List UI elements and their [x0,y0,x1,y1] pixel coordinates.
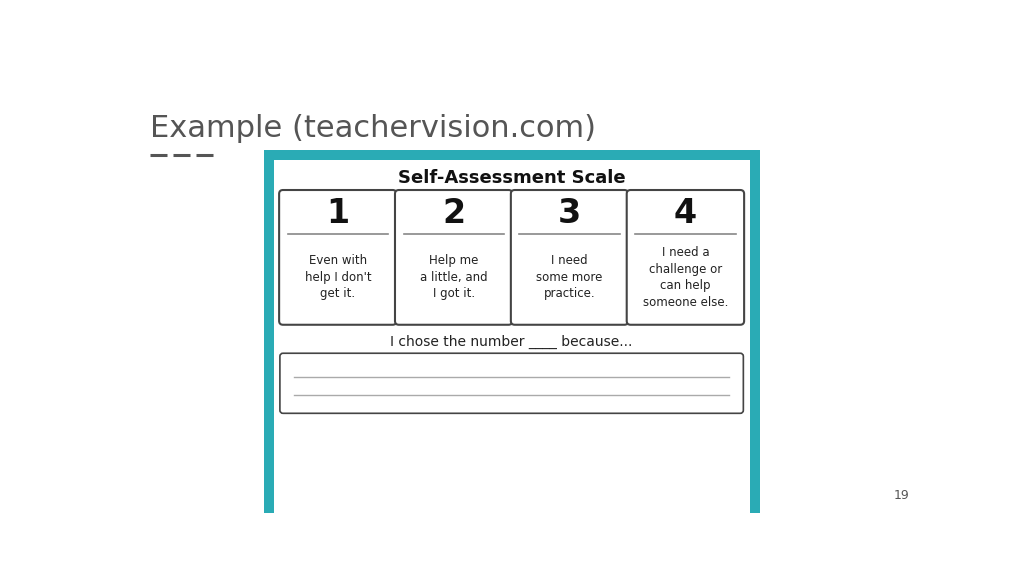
Bar [263,150,760,527]
FancyBboxPatch shape [511,190,629,325]
Text: 3: 3 [558,198,582,230]
Text: I need
some more
practice.: I need some more practice. [537,255,603,301]
FancyBboxPatch shape [280,353,743,414]
Text: 1: 1 [327,198,349,230]
Text: 19: 19 [894,489,909,502]
Text: 2: 2 [442,198,465,230]
FancyBboxPatch shape [395,190,512,325]
FancyBboxPatch shape [280,190,396,325]
Text: Example (teachervision.com): Example (teachervision.com) [150,114,596,143]
FancyBboxPatch shape [627,190,744,325]
Text: 4: 4 [674,198,697,230]
Text: Help me
a little, and
I got it.: Help me a little, and I got it. [420,255,487,301]
Text: Even with
help I don't
get it.: Even with help I don't get it. [304,255,371,301]
Text: I need a
challenge or
can help
someone else.: I need a challenge or can help someone e… [643,246,728,309]
Text: Self-Assessment Scale: Self-Assessment Scale [397,169,626,187]
Bar [273,160,750,517]
Text: I chose the number ____ because...: I chose the number ____ because... [390,335,633,349]
